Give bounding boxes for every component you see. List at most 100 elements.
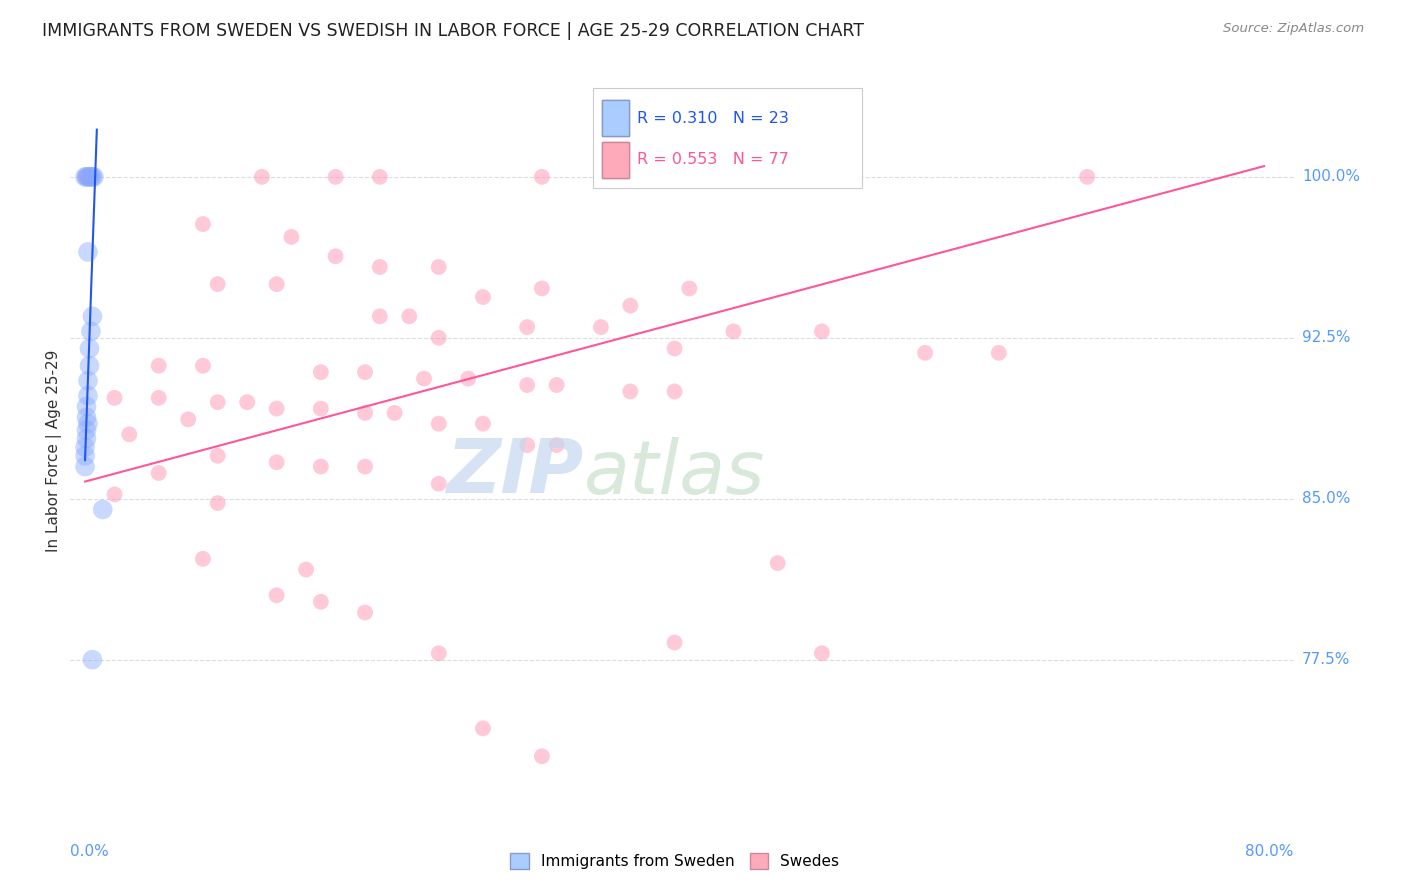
Point [1076,169,1098,184]
Text: 92.5%: 92.5% [1302,330,1350,345]
Point [914,346,936,360]
Point [191,217,214,231]
Point [77,244,100,259]
Point [309,401,332,416]
Point [79,169,101,184]
Point [678,281,700,295]
Point [516,320,538,334]
Point [354,459,377,474]
Point [530,169,553,184]
Point [76,169,98,184]
Point [191,359,214,373]
Point [325,169,347,184]
Point [723,324,745,338]
Point [77,374,100,388]
Point [325,249,347,263]
Point [427,417,450,431]
Point [811,646,834,660]
Legend: Immigrants from Sweden, Swedes: Immigrants from Sweden, Swedes [505,847,845,875]
Point [118,427,141,442]
Y-axis label: In Labor Force | Age 25-29: In Labor Force | Age 25-29 [46,350,62,551]
Point [546,438,568,452]
Point [309,459,332,474]
FancyBboxPatch shape [602,100,630,136]
Text: R = 0.553   N = 77: R = 0.553 N = 77 [637,152,789,167]
Point [398,310,420,324]
Text: IMMIGRANTS FROM SWEDEN VS SWEDISH IN LABOR FORCE | AGE 25-29 CORRELATION CHART: IMMIGRANTS FROM SWEDEN VS SWEDISH IN LAB… [42,22,865,40]
Point [589,320,612,334]
Point [207,496,229,510]
Point [354,365,377,379]
Point [82,310,104,324]
Point [148,359,170,373]
Point [73,449,96,463]
Point [368,169,391,184]
Point [77,169,100,184]
Point [80,324,103,338]
Point [471,290,494,304]
Text: 80.0%: 80.0% [1246,845,1294,859]
Point [384,406,406,420]
Point [76,432,98,446]
Point [77,389,100,403]
Point [191,551,214,566]
Point [207,395,229,409]
Point [207,277,229,292]
Point [664,342,686,356]
Text: R = 0.310   N = 23: R = 0.310 N = 23 [637,112,789,127]
Point [73,440,96,454]
Point [309,365,332,379]
Point [250,169,273,184]
Point [354,606,377,620]
Point [280,230,302,244]
Point [368,310,391,324]
Point [79,342,101,356]
Point [266,401,288,416]
Point [368,260,391,274]
Point [664,635,686,649]
Text: ZIP: ZIP [447,436,583,509]
Point [987,346,1010,360]
Point [76,410,98,425]
Point [79,169,101,184]
Point [83,169,105,184]
Point [77,169,100,184]
Point [295,563,318,577]
Point [103,487,125,501]
Point [811,324,834,338]
Text: 77.5%: 77.5% [1302,652,1350,667]
Point [80,169,103,184]
Point [76,400,98,414]
Point [619,299,641,313]
Point [811,169,834,184]
Point [457,371,479,385]
Point [103,391,125,405]
Point [427,331,450,345]
Point [207,449,229,463]
Text: 0.0%: 0.0% [70,845,110,859]
Point [516,378,538,392]
Point [91,502,114,516]
Point [73,169,96,184]
Point [148,391,170,405]
Point [471,722,494,736]
Point [546,378,568,392]
FancyBboxPatch shape [592,87,862,187]
Point [471,417,494,431]
Point [77,417,100,431]
Point [266,588,288,602]
Point [236,395,259,409]
Point [427,476,450,491]
Point [516,438,538,452]
Point [664,384,686,399]
Point [309,595,332,609]
Point [530,281,553,295]
FancyBboxPatch shape [602,143,630,178]
Point [354,406,377,420]
Point [73,459,96,474]
Point [148,466,170,480]
Point [73,169,96,184]
Point [619,384,641,399]
Point [427,260,450,274]
Point [266,455,288,469]
